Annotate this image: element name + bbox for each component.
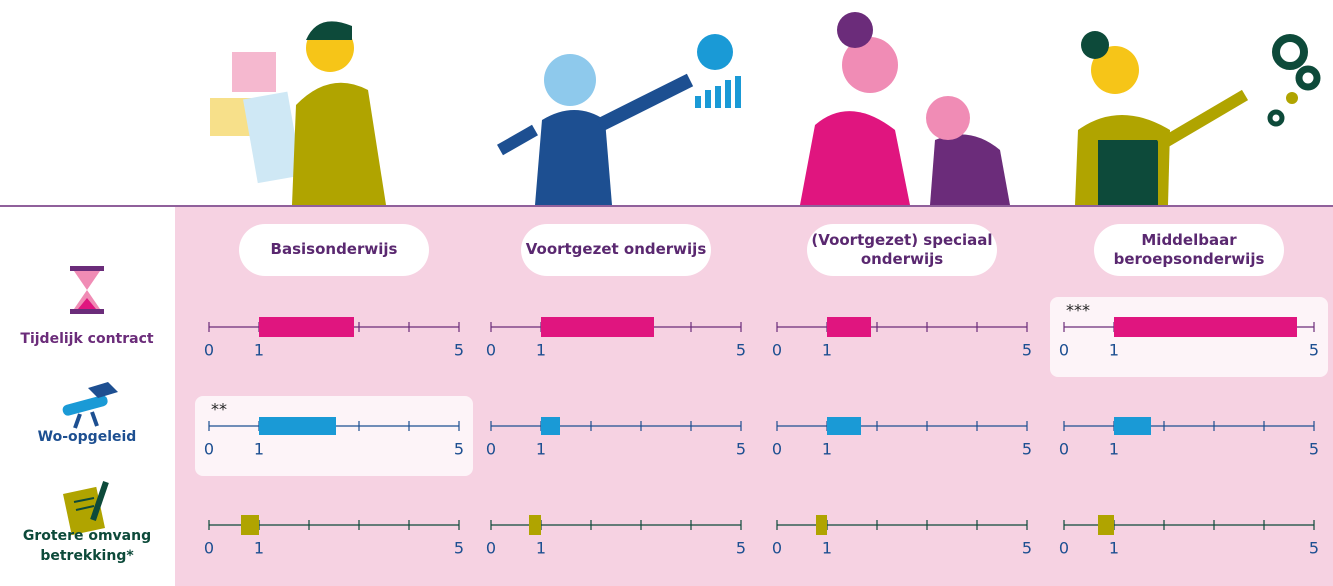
x-tick-label: 1 — [1109, 341, 1119, 360]
x-tick-label: 0 — [772, 341, 782, 360]
x-tick-label: 0 — [1059, 539, 1069, 558]
illustrations — [210, 12, 1317, 205]
x-tick-label: 0 — [1059, 341, 1069, 360]
bar — [541, 417, 560, 435]
x-tick-label: 1 — [536, 440, 546, 459]
x-tick-label: 1 — [536, 539, 546, 558]
bar — [259, 317, 354, 337]
x-tick-label: 1 — [1109, 539, 1119, 558]
x-tick-label: 5 — [1022, 539, 1032, 558]
x-tick-label: 5 — [1309, 539, 1319, 558]
x-tick-label: 1 — [536, 341, 546, 360]
bar — [816, 515, 827, 535]
bar — [827, 417, 861, 435]
x-tick-label: 0 — [486, 341, 496, 360]
highlight-panel — [195, 396, 473, 476]
bar — [529, 515, 541, 535]
x-tick-label: 5 — [1022, 440, 1032, 459]
x-tick-label: 1 — [822, 341, 832, 360]
annotation: ** — [211, 400, 227, 419]
x-tick-label: 1 — [254, 440, 264, 459]
x-tick-label: 0 — [204, 440, 214, 459]
row-label: Wo-opgeleid — [2, 428, 172, 448]
bar — [541, 317, 654, 337]
chart: 0 1 5 0 1 5 0 1 5 *** 0 1 5 ** 0 1 5 0 1 5 0 1 5 0 1 5 0 1 5 0 1 5 0 1 5 0 1… — [0, 0, 1333, 586]
column-label: Middelbaar beroepsonderwijs — [1094, 224, 1284, 276]
x-tick-label: 5 — [736, 539, 746, 558]
infographic: 0 1 5 0 1 5 0 1 5 *** 0 1 5 ** 0 1 5 0 1 5 0 1 5 0 1 5 0 1 5 0 1 5 0 1 5 0 1… — [0, 0, 1333, 586]
x-tick-label: 0 — [1059, 440, 1069, 459]
column-label: Voortgezet onderwijs — [521, 224, 711, 276]
bar — [827, 317, 871, 337]
bar — [1114, 417, 1151, 435]
x-tick-label: 1 — [822, 539, 832, 558]
row-icons — [61, 266, 118, 535]
row-label: Grotere omvang betrekking* — [2, 527, 172, 566]
x-tick-label: 5 — [1309, 341, 1319, 360]
row-label: Tijdelijk contract — [2, 330, 172, 350]
x-tick-label: 0 — [772, 539, 782, 558]
x-tick-label: 0 — [486, 539, 496, 558]
x-tick-label: 5 — [736, 341, 746, 360]
x-tick-label: 1 — [1109, 440, 1119, 459]
x-tick-label: 1 — [822, 440, 832, 459]
annotation: *** — [1066, 301, 1090, 320]
x-tick-label: 5 — [454, 440, 464, 459]
bar — [259, 417, 336, 435]
bar — [1098, 515, 1114, 535]
column-label: Basisonderwijs — [239, 224, 429, 276]
column-label: (Voortgezet) speciaal onderwijs — [807, 224, 997, 276]
x-tick-label: 1 — [254, 539, 264, 558]
x-tick-label: 1 — [254, 341, 264, 360]
x-tick-label: 5 — [1022, 341, 1032, 360]
x-tick-label: 5 — [454, 341, 464, 360]
x-tick-label: 5 — [1309, 440, 1319, 459]
x-tick-label: 0 — [772, 440, 782, 459]
x-tick-label: 0 — [204, 341, 214, 360]
x-tick-label: 5 — [736, 440, 746, 459]
bar — [241, 515, 259, 535]
x-tick-label: 0 — [486, 440, 496, 459]
bar — [1114, 317, 1297, 337]
x-tick-label: 0 — [204, 539, 214, 558]
x-tick-label: 5 — [454, 539, 464, 558]
